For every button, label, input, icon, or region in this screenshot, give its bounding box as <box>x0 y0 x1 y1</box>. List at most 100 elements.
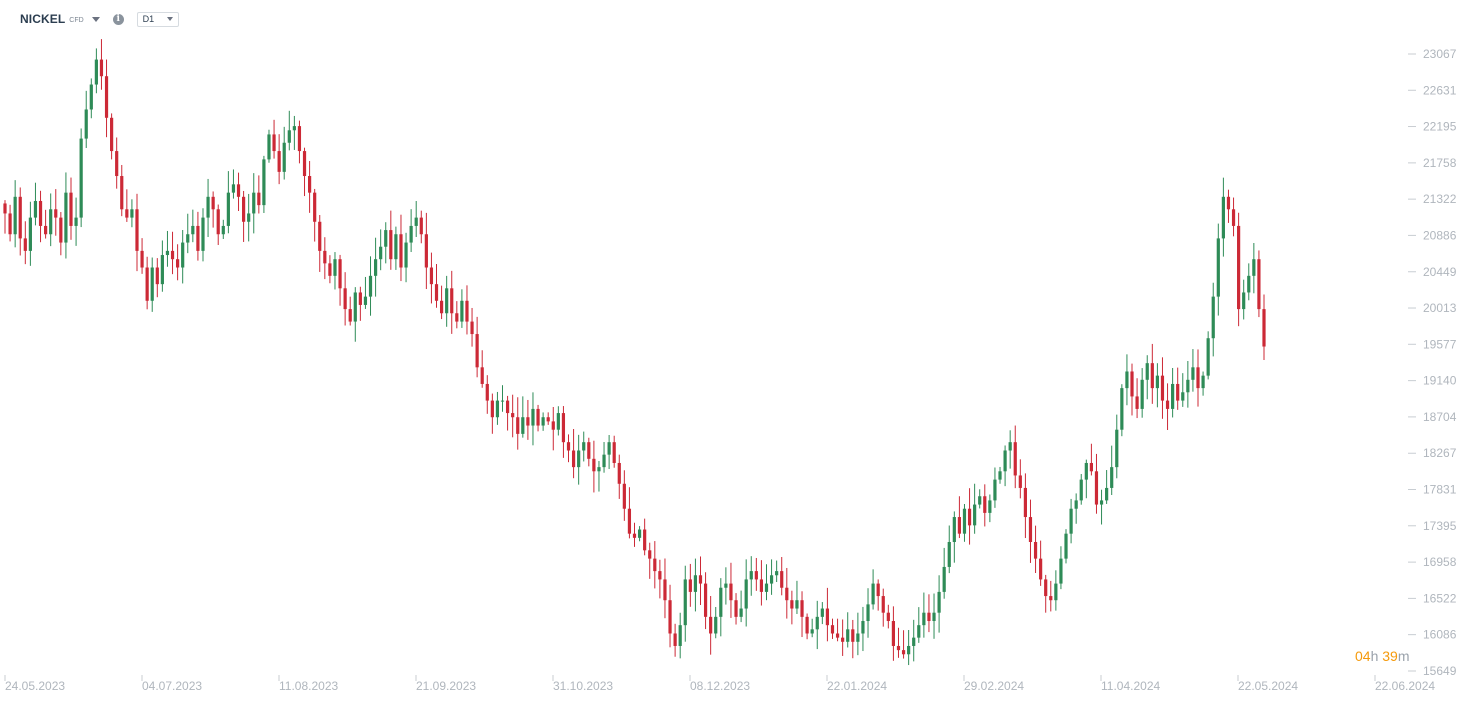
candle-body-down <box>668 600 672 634</box>
candle-body-down <box>653 558 657 572</box>
candle-body-up <box>973 504 977 526</box>
candle-body-up <box>28 217 32 251</box>
candle-body-up <box>363 296 368 305</box>
candle-body-up <box>1140 379 1144 409</box>
y-tick-label: 19577 <box>1423 337 1457 351</box>
candle-body-up <box>460 300 464 322</box>
candle-body-up <box>637 529 642 538</box>
candle-body-up <box>856 633 860 642</box>
candle-body-up <box>1064 533 1068 559</box>
candle-body-down <box>450 288 454 314</box>
candle-body-up <box>988 500 992 513</box>
candle-body-down <box>8 213 12 235</box>
y-tick-label: 22631 <box>1423 83 1457 97</box>
candle-body-down <box>272 134 276 152</box>
candle-body-up <box>414 217 418 226</box>
candle-body-up <box>932 612 936 622</box>
x-tick-label: 22.01.2024 <box>827 679 887 693</box>
candle-body-down <box>236 184 241 197</box>
countdown-minutes: 39 <box>1382 648 1398 664</box>
candle-body-up <box>1145 363 1149 380</box>
instrument-symbol[interactable]: NICKEL <box>20 12 66 26</box>
candle-body-down <box>1089 462 1093 472</box>
candle-body-down <box>211 196 215 210</box>
candle-body-up <box>353 292 357 322</box>
candle-body-up <box>1120 388 1124 430</box>
y-tick-label: 16958 <box>1423 555 1457 569</box>
candle-body-down <box>343 288 347 310</box>
candle-body-down <box>59 217 63 243</box>
candle-body-down <box>1130 371 1134 397</box>
x-tick-label: 08.12.2023 <box>690 679 750 693</box>
candle-body-up <box>1201 375 1205 389</box>
candle-body-up <box>952 517 956 542</box>
candle-body-down <box>612 442 616 463</box>
candle-body-down <box>754 571 758 580</box>
candle-body-up <box>33 200 38 218</box>
candle-body-up <box>775 571 779 576</box>
candle-body-up <box>231 184 236 193</box>
candle-body-up <box>282 142 286 172</box>
candle-body-up <box>1003 450 1007 472</box>
candle-body-down <box>688 579 692 592</box>
candle-body-down <box>470 321 474 335</box>
candle-body-up <box>1008 442 1012 451</box>
timeframe-value: D1 <box>142 14 155 24</box>
instrument-dropdown-icon[interactable] <box>91 16 100 22</box>
candle-body-down <box>1231 209 1236 226</box>
candle-body-down <box>216 209 220 235</box>
candle-body-up <box>795 600 799 609</box>
candle-body-up <box>582 442 586 451</box>
candle-body-up <box>1155 375 1159 389</box>
candle-body-up <box>693 575 698 592</box>
candle-body-down <box>257 192 261 206</box>
candle-body-up <box>1110 467 1114 488</box>
candle-body-up <box>962 508 967 534</box>
candle-body-down <box>307 176 312 193</box>
candle-body-down <box>648 550 652 559</box>
candle-body-down <box>759 579 764 592</box>
candle-body-down <box>38 200 43 226</box>
x-tick-label: 24.05.2023 <box>5 679 65 693</box>
timeframe-select[interactable]: D1 <box>136 11 179 27</box>
x-tick-label: 11.04.2024 <box>1101 679 1160 693</box>
candle-body-up <box>810 629 814 634</box>
candle-body-up <box>49 209 53 235</box>
candle-body-up <box>409 225 413 243</box>
candle-body-down <box>571 450 576 468</box>
y-tick-label: 18704 <box>1423 410 1457 424</box>
y-tick-label: 21322 <box>1423 192 1457 206</box>
y-tick-label: 21758 <box>1423 156 1457 170</box>
candle-body-up <box>998 471 1002 480</box>
candle-body-up <box>373 259 378 276</box>
candle-body-down <box>135 209 139 251</box>
candle-body-down <box>23 238 27 251</box>
candle-body-down <box>1013 442 1017 476</box>
candle-body-down <box>983 496 987 513</box>
candle-body-down <box>709 616 713 634</box>
candle-body-up <box>206 196 210 218</box>
candle-body-up <box>292 126 296 131</box>
candle-body-down <box>242 196 246 222</box>
chevron-down-icon <box>166 17 173 21</box>
candle-body-up <box>495 400 500 418</box>
candle-body-down <box>891 621 896 646</box>
candle-body-down <box>841 637 845 642</box>
candle-body-down <box>1018 475 1022 488</box>
candle-body-up <box>1105 487 1109 501</box>
candle-body-up <box>993 479 997 501</box>
candle-body-down <box>277 151 281 172</box>
x-tick-label: 31.10.2023 <box>553 679 613 693</box>
candle-body-up <box>13 196 17 235</box>
info-icon[interactable]: i <box>112 13 124 25</box>
candle-body-down <box>800 600 804 617</box>
countdown-hours-unit: h <box>1370 648 1379 664</box>
y-tick-label: 22195 <box>1423 120 1457 134</box>
candle-body-up <box>744 579 748 609</box>
candle-body-down <box>643 529 647 551</box>
candle-body-down <box>439 300 444 314</box>
candle-body-up <box>607 442 611 455</box>
y-tick-label: 16086 <box>1423 628 1457 642</box>
candle-body-down <box>323 250 327 264</box>
